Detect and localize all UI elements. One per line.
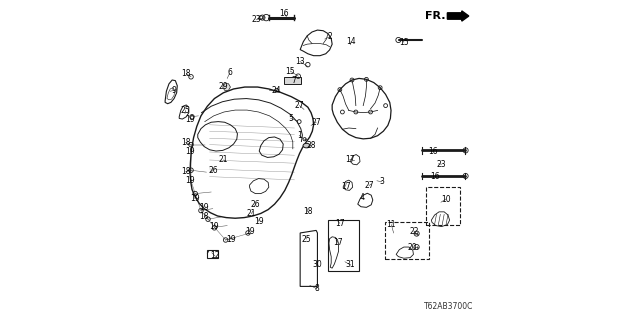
Text: 10: 10 <box>441 195 451 204</box>
Text: 16: 16 <box>430 172 440 181</box>
Text: 11: 11 <box>387 220 396 229</box>
Bar <box>207 250 218 258</box>
Text: 7: 7 <box>291 76 296 85</box>
Text: 22: 22 <box>409 227 419 236</box>
Text: 2: 2 <box>327 32 332 41</box>
Text: 13: 13 <box>295 57 305 66</box>
Text: 24: 24 <box>271 86 281 95</box>
Text: 19: 19 <box>199 203 209 212</box>
Text: 17: 17 <box>333 238 343 247</box>
Text: 19: 19 <box>186 176 195 185</box>
Text: FR.: FR. <box>425 11 445 21</box>
Text: 17: 17 <box>335 219 345 228</box>
Bar <box>385 222 429 259</box>
Text: 16: 16 <box>279 9 289 18</box>
Text: 1: 1 <box>297 131 301 140</box>
Text: 18: 18 <box>200 212 209 221</box>
Text: 19: 19 <box>253 217 264 226</box>
Text: 14: 14 <box>346 37 356 46</box>
Text: 20: 20 <box>408 243 418 252</box>
Text: 15: 15 <box>399 38 409 47</box>
Text: 25: 25 <box>180 106 191 115</box>
Text: 27: 27 <box>294 101 305 110</box>
Text: 4: 4 <box>359 193 364 202</box>
Text: 25: 25 <box>301 235 311 244</box>
Text: 27: 27 <box>311 118 321 127</box>
Text: 19: 19 <box>189 194 200 203</box>
Text: 9: 9 <box>171 86 176 95</box>
Circle shape <box>414 244 419 250</box>
FancyArrow shape <box>447 11 468 21</box>
Ellipse shape <box>303 143 310 148</box>
Text: 29: 29 <box>218 82 228 91</box>
Bar <box>284 77 301 84</box>
Bar <box>426 187 460 225</box>
Text: 12: 12 <box>211 252 220 260</box>
Text: 17: 17 <box>340 182 351 191</box>
Text: 27: 27 <box>364 181 374 190</box>
Bar <box>328 220 360 271</box>
Text: 5: 5 <box>288 114 293 123</box>
Text: 26: 26 <box>209 166 218 175</box>
Text: 3: 3 <box>380 177 384 186</box>
Text: 31: 31 <box>346 260 355 269</box>
Text: 21: 21 <box>219 156 228 164</box>
Text: 30: 30 <box>312 260 323 269</box>
Text: 15: 15 <box>285 67 295 76</box>
Circle shape <box>303 138 307 141</box>
Text: 23: 23 <box>251 15 261 24</box>
Circle shape <box>414 231 419 236</box>
Text: 6: 6 <box>227 68 232 77</box>
Text: 19: 19 <box>244 227 255 236</box>
Text: 18: 18 <box>182 69 191 78</box>
Text: 19: 19 <box>209 222 220 231</box>
Text: 8: 8 <box>314 284 319 293</box>
Text: 18: 18 <box>303 207 312 216</box>
Text: 26: 26 <box>250 200 260 209</box>
Text: 23: 23 <box>436 160 447 169</box>
Text: 19: 19 <box>226 235 236 244</box>
Text: 18: 18 <box>181 138 190 147</box>
Text: 19: 19 <box>186 115 195 124</box>
Text: T62AB3700C: T62AB3700C <box>424 302 474 311</box>
Text: 16: 16 <box>428 148 438 156</box>
Polygon shape <box>223 84 230 90</box>
Text: 21: 21 <box>246 209 256 218</box>
Text: 28: 28 <box>307 141 316 150</box>
Text: 18: 18 <box>181 167 190 176</box>
Text: 17: 17 <box>345 155 355 164</box>
Text: 19: 19 <box>186 147 195 156</box>
